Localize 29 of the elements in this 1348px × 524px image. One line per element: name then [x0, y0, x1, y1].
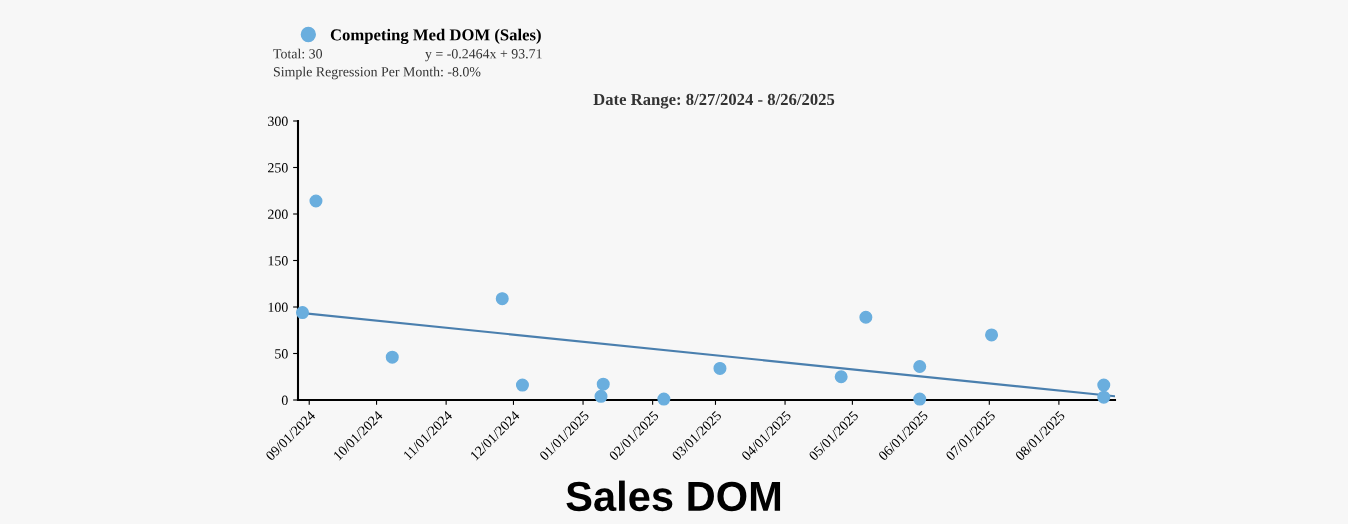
point — [515, 378, 529, 392]
y-tick-label: 0 — [281, 395, 288, 405]
y-tick-label: 250 — [268, 163, 288, 173]
chart-subtitle: Date Range: 8/27/2024 - 8/26/2025 — [593, 93, 835, 109]
text: Simple Regression Per Month: -8.0% — [273, 66, 481, 80]
point — [1097, 390, 1111, 404]
point — [913, 360, 927, 374]
point — [1097, 378, 1111, 392]
text: Sales DOM — [566, 480, 781, 512]
point — [657, 392, 671, 406]
point — [985, 328, 999, 342]
y-tick-label: 300 — [268, 116, 288, 126]
y-tick-label: 50 — [275, 349, 288, 359]
y-tick-label: 200 — [268, 209, 288, 219]
y-tick-label: 100 — [268, 302, 288, 312]
point — [594, 389, 608, 403]
point — [309, 194, 323, 208]
point — [385, 350, 399, 364]
point — [596, 377, 610, 391]
point — [495, 292, 509, 306]
point — [713, 361, 727, 375]
point — [913, 392, 927, 406]
y-tick-label: 150 — [268, 256, 288, 266]
point — [859, 310, 873, 324]
legend-label: Competing Med DOM (Sales) — [330, 28, 541, 45]
point — [834, 370, 848, 384]
text: Total: 30 — [273, 48, 323, 59]
text: y = -0.2464x + 93.71 — [425, 49, 542, 62]
point — [295, 306, 309, 320]
